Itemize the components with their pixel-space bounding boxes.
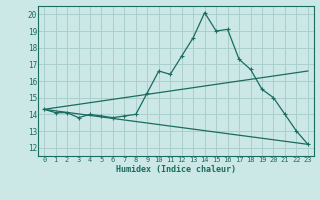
X-axis label: Humidex (Indice chaleur): Humidex (Indice chaleur) xyxy=(116,165,236,174)
